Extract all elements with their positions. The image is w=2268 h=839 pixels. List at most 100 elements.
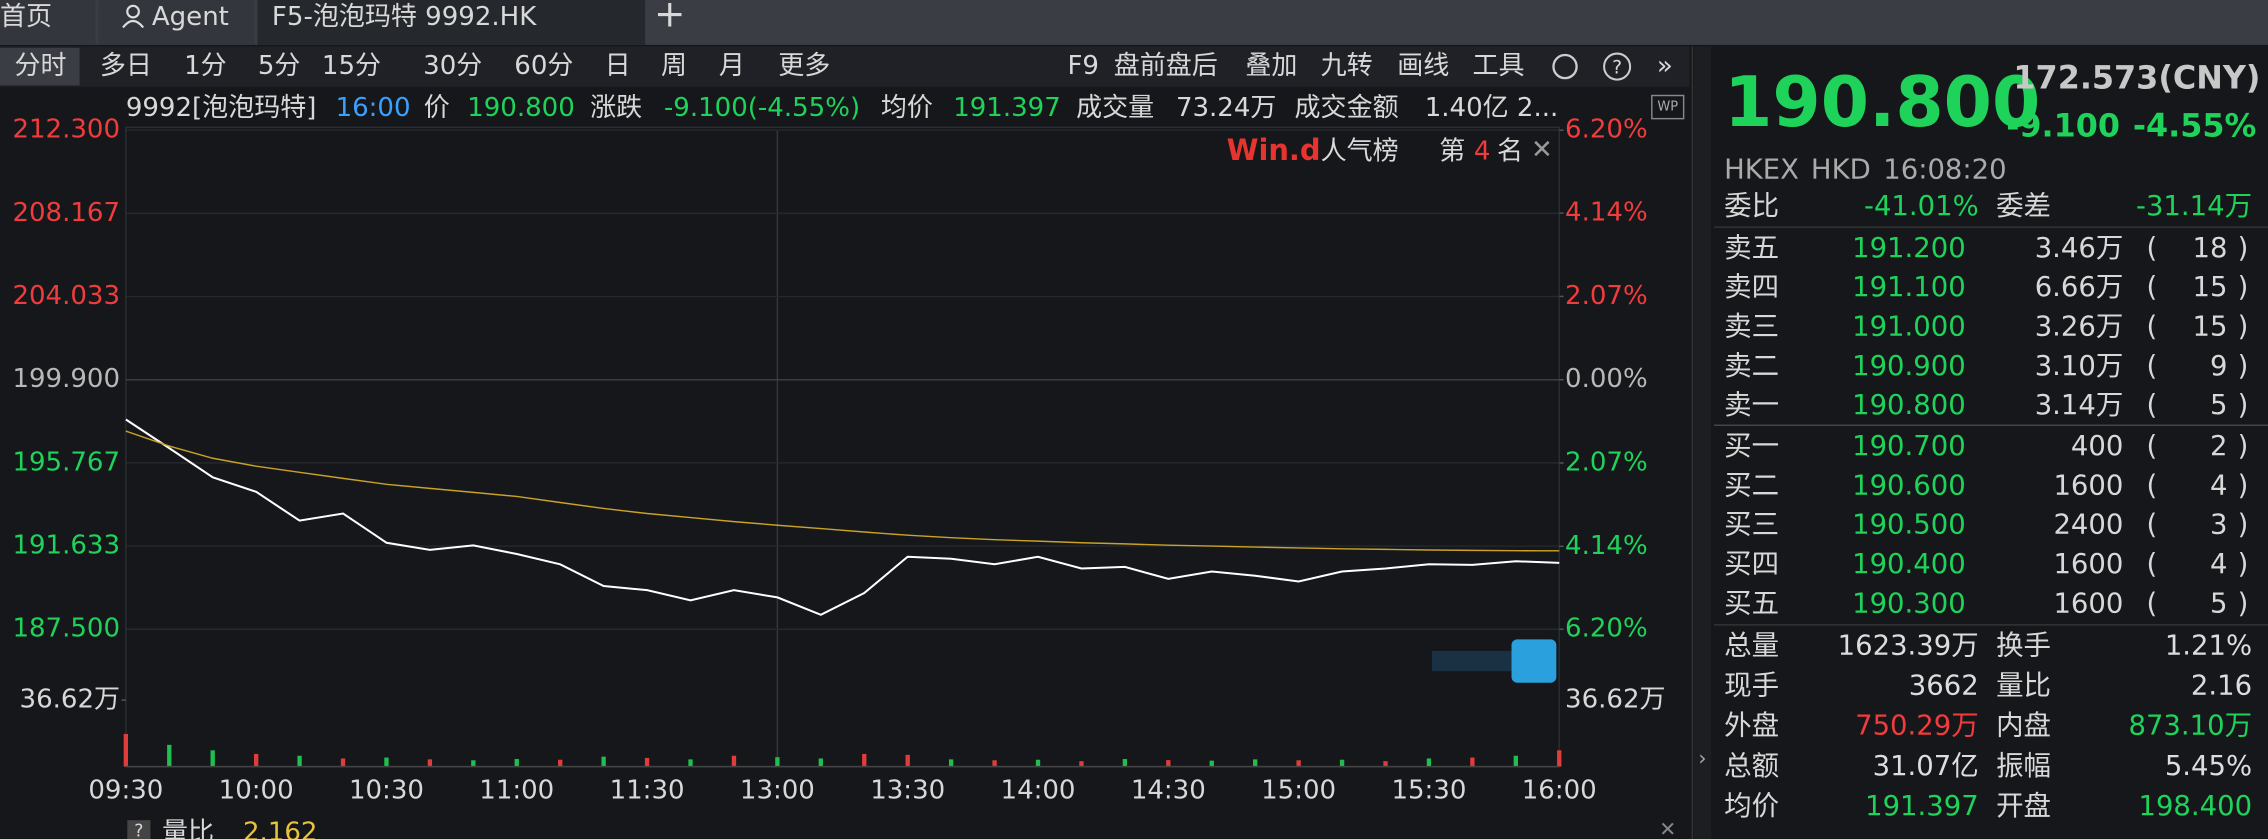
help-icon[interactable] xyxy=(1603,52,1632,81)
change: -9.100 xyxy=(2006,106,2120,144)
badge-rank-prefix: 第 xyxy=(1439,136,1465,166)
tab[interactable] xyxy=(98,0,255,45)
book-label: 卖四 xyxy=(1724,271,1779,303)
badge-close[interactable]: ✕ xyxy=(1531,135,1553,165)
avg: 191.397 xyxy=(953,93,1061,123)
stock-name: 9992[泡泡玛特] xyxy=(126,93,317,123)
indicator-label: 量比 xyxy=(162,818,214,839)
stat-value: 31.07亿 xyxy=(1873,750,1979,782)
volume-bar xyxy=(992,760,997,767)
stat-value: 3662 xyxy=(1909,670,1979,702)
period-button[interactable]: 15分 xyxy=(322,51,381,81)
tool-button[interactable]: F9 xyxy=(1067,51,1099,81)
y2-tick-label: 4.14% xyxy=(1565,198,1648,228)
period-button[interactable]: 1分 xyxy=(184,51,227,81)
new-tab[interactable]: + xyxy=(654,0,686,35)
tab-active[interactable] xyxy=(257,0,646,45)
book-volume: 1600 xyxy=(2053,587,2123,619)
volume-bar xyxy=(731,755,737,767)
paren: ) xyxy=(2238,350,2249,382)
period-button[interactable]: 月 xyxy=(719,51,745,81)
period-button[interactable]: 日 xyxy=(605,51,631,81)
y2-tick-label: 6.20% xyxy=(1565,614,1648,644)
expand-icon[interactable]: » xyxy=(1657,51,1673,81)
period-button[interactable]: 周 xyxy=(661,51,687,81)
badge-title[interactable]: 人气榜 xyxy=(1321,136,1399,166)
collapse-button[interactable]: › xyxy=(1698,746,1706,770)
x-tick-label: 14:00 xyxy=(1001,776,1076,806)
y-tick-label: 212.300 xyxy=(12,115,120,145)
volume-tick-label: 36.62万 xyxy=(20,685,121,715)
wp-icon: WP xyxy=(1657,100,1678,115)
book-count: 5 xyxy=(2210,389,2227,421)
stat-value: 1623.39万 xyxy=(1838,630,1979,662)
book-label: 卖一 xyxy=(1724,389,1779,421)
x-tick-label: 11:00 xyxy=(479,776,554,806)
tab-label[interactable]: F5-泡泡玛特 9992.HK xyxy=(272,2,537,32)
amount: 1.40亿 2... xyxy=(1425,93,1559,123)
price-line xyxy=(125,418,1560,616)
stat-label: 外盘 xyxy=(1724,710,1779,742)
period-button[interactable]: 5分 xyxy=(258,51,301,81)
volume-bar xyxy=(1296,760,1301,767)
settings-icon[interactable] xyxy=(1552,53,1578,80)
period-active xyxy=(0,47,80,86)
badge-rank-suffix: 名 xyxy=(1497,136,1523,166)
book-volume: 3.26万 xyxy=(2035,311,2124,343)
tab-label[interactable]: 首页 xyxy=(0,2,52,32)
period-button[interactable]: 更多 xyxy=(778,51,830,81)
tool-button[interactable]: 叠加 xyxy=(1245,51,1297,81)
y-tick-label: 195.767 xyxy=(12,447,120,477)
book-label: 买一 xyxy=(1724,430,1779,462)
stat-value: 198.400 xyxy=(2138,790,2252,822)
book-price: 190.700 xyxy=(1852,430,1966,462)
volume-label: 成交量 xyxy=(1076,93,1154,123)
period-button[interactable]: 30分 xyxy=(423,51,482,81)
stat-label: 总额 xyxy=(1724,750,1779,782)
y-tick-label: 208.167 xyxy=(12,198,120,228)
book-count: 5 xyxy=(2210,587,2227,619)
stat-label: 换手 xyxy=(1996,630,2051,662)
stat-label: 现手 xyxy=(1724,670,1779,702)
book-volume: 1600 xyxy=(2053,469,2123,501)
tool-button[interactable]: 九转 xyxy=(1321,51,1373,81)
ratio-label: 委比 xyxy=(1724,190,1779,222)
close-icon[interactable]: ✕ xyxy=(1659,817,1676,839)
tool-button[interactable]: 工具 xyxy=(1472,51,1524,81)
floating-widget[interactable] xyxy=(1511,639,1557,683)
volume-bar xyxy=(818,758,823,767)
book-label: 买四 xyxy=(1724,548,1779,580)
stat-value: 5.45% xyxy=(2165,750,2252,782)
agent-icon xyxy=(122,19,145,29)
tool-button[interactable]: 画线 xyxy=(1397,51,1449,81)
y2-tick-label: 0.00% xyxy=(1565,364,1648,394)
paren: ) xyxy=(2238,469,2249,501)
diff-label: 委差 xyxy=(1996,190,2051,222)
volume-bar xyxy=(471,760,476,767)
wp-icon[interactable] xyxy=(1651,94,1685,120)
volume-bar xyxy=(1339,759,1345,767)
volume-tick-label: 36.62万 xyxy=(1565,685,1665,715)
period-button[interactable]: 分时 xyxy=(14,51,66,81)
tab[interactable] xyxy=(0,0,96,45)
volume-bar xyxy=(1122,759,1128,767)
stat-value: 2.16 xyxy=(2191,670,2252,702)
volume-bar xyxy=(297,755,302,767)
book-count: 18 xyxy=(2193,232,2228,264)
time: 16:08:20 xyxy=(1883,154,2006,186)
badge-brand[interactable]: Win.d xyxy=(1227,133,1321,167)
volume-bar xyxy=(1383,761,1388,767)
y-tick-label: 204.033 xyxy=(12,281,120,311)
help-box[interactable] xyxy=(127,820,151,839)
book-label: 买五 xyxy=(1724,587,1779,619)
tool-button[interactable]: 盘前盘后 xyxy=(1114,51,1218,81)
period-button[interactable]: 60分 xyxy=(514,51,573,81)
tab-label[interactable]: Agent xyxy=(152,2,229,32)
stat-label: 振幅 xyxy=(1996,750,2051,782)
y2-tick-label: 4.14% xyxy=(1565,531,1648,561)
x-tick-label: 09:30 xyxy=(88,776,163,806)
volume-bar xyxy=(644,757,650,767)
period-button[interactable]: 多日 xyxy=(100,51,152,81)
